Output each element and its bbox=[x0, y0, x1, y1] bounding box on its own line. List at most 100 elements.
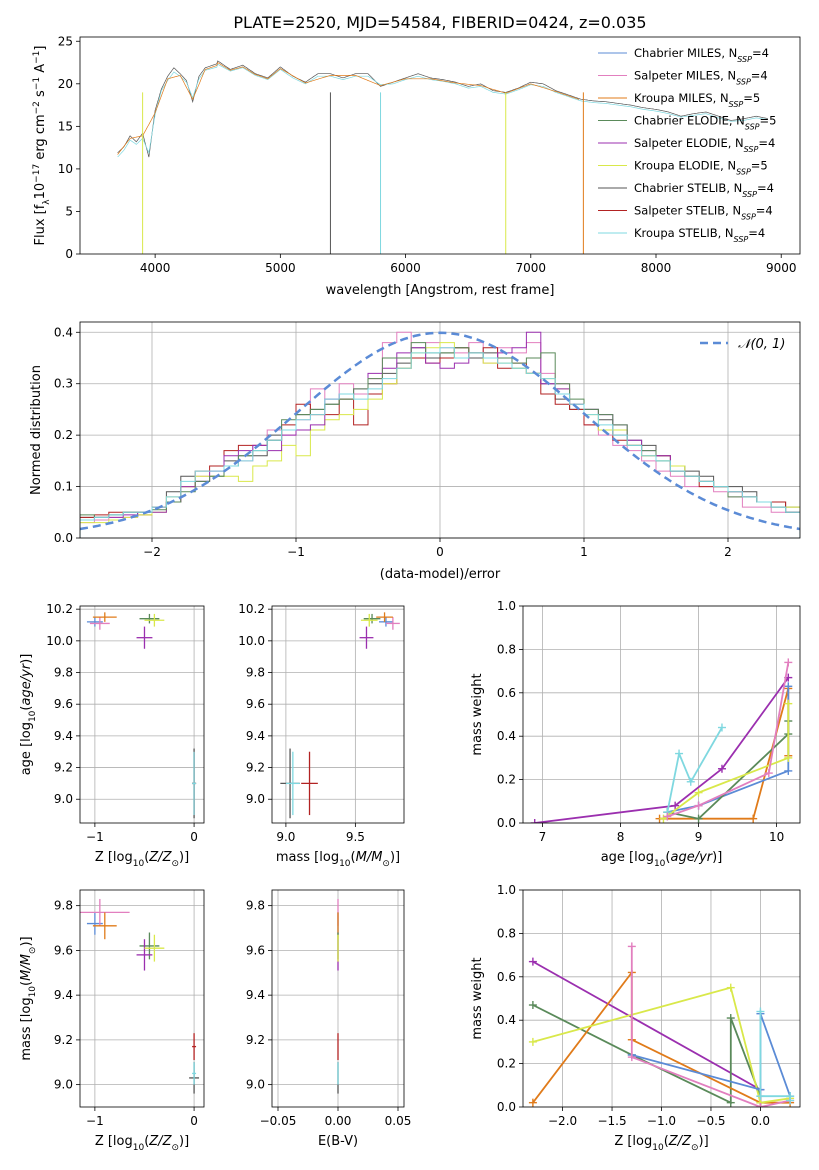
x-tick-label: 7000 bbox=[516, 261, 547, 275]
y-axis-label: Normed distribution bbox=[29, 365, 44, 495]
errorbar-point-salpeter-elodie bbox=[136, 626, 153, 649]
legend: Chabrier MILES, NSSP=4 Salpeter MILES, NS… bbox=[598, 46, 776, 244]
errorbar-point-salpeter-miles bbox=[80, 898, 130, 926]
axes-frame bbox=[79, 889, 205, 1108]
weight-series-chabrier-elodie bbox=[528, 1001, 765, 1107]
y-tick-label: 5 bbox=[65, 204, 73, 218]
y-tick-label: 10.2 bbox=[238, 602, 265, 616]
y-tick-label: 9.4 bbox=[246, 729, 265, 743]
y-tick-label: 9.0 bbox=[246, 792, 265, 806]
plot-area bbox=[280, 612, 400, 819]
y-tick-label: 0.2 bbox=[497, 1057, 516, 1071]
x-axis-label: wavelength [Angstrom, rest frame] bbox=[326, 283, 555, 298]
x-axis-label: (data-model)/error bbox=[380, 567, 501, 582]
y-tick-label: 0.6 bbox=[497, 686, 516, 700]
axes-frame bbox=[79, 321, 801, 539]
x-tick-label: 0 bbox=[190, 1114, 198, 1128]
axes-mass-vs-EBV: −0.05 0.00 0.05 9.0 9.2 9.4 9.6 9.8 E(B-V) bbox=[246, 889, 411, 1149]
weight-line bbox=[666, 727, 723, 813]
legend-label: Chabrier STELIB, NSSP=4 bbox=[634, 181, 774, 199]
errorbar-point-kroupa-elodie bbox=[144, 613, 165, 627]
y-axis-label: age [log10(age/yr)] bbox=[19, 654, 38, 776]
y-tick-label: 9.4 bbox=[54, 988, 73, 1002]
figure-title: PLATE=2520, MJD=54584, FIBERID=0424, z=0… bbox=[233, 13, 646, 32]
y-tick-label: 9.2 bbox=[54, 1033, 73, 1047]
x-tick-label: 9000 bbox=[766, 261, 797, 275]
x-tick-label: 9.5 bbox=[346, 830, 365, 844]
axes-frame bbox=[271, 889, 405, 1108]
legend-label: Chabrier MILES, NSSP=4 bbox=[634, 46, 769, 64]
x-axis-label: Z [log10(Z/Z⊙)] bbox=[95, 1134, 189, 1153]
plot-area bbox=[117, 60, 768, 254]
x-axis-label: age [log10(age/yr)] bbox=[601, 850, 723, 869]
weight-line bbox=[662, 703, 790, 820]
x-axis-label: Z [log10(Z/Z⊙)] bbox=[614, 1134, 708, 1153]
y-tick-label: 15 bbox=[58, 119, 73, 133]
y-tick-label: 9.2 bbox=[54, 761, 73, 775]
x-axis-label: Z [log10(Z/Z⊙)] bbox=[95, 850, 189, 869]
plot-area bbox=[86, 612, 197, 819]
axes-frame bbox=[522, 605, 801, 824]
x-tick-label: −1 bbox=[86, 1114, 104, 1128]
weight-line bbox=[667, 662, 790, 818]
x-tick-label: 6000 bbox=[390, 261, 421, 275]
y-tick-label: 0.4 bbox=[497, 1013, 516, 1027]
axes-weight-vs-Z: −2.0 −1.5 −1.0 −0.5 0.0 0.0 0.2 0.4 0.6 0.8 1.0 Z [… bbox=[470, 883, 801, 1153]
weight-series-salpeter-elodie bbox=[530, 673, 793, 823]
axes-frame bbox=[271, 605, 405, 824]
axes-residuals: −2 −1 0 1 2 0.0 0.1 0.2 0.3 0.4 (data-model)/error… bbox=[29, 321, 801, 582]
x-tick-label: 1 bbox=[580, 545, 588, 559]
y-tick-label: 9.8 bbox=[246, 899, 265, 913]
errorbar-point-chabrier-miles bbox=[378, 617, 393, 627]
plot-area bbox=[530, 658, 793, 823]
y-tick-label: 9.8 bbox=[246, 666, 265, 680]
weight-series-chabrier-elodie bbox=[663, 717, 793, 823]
y-tick-label: 9.2 bbox=[246, 1033, 265, 1047]
y-tick-label: 0.2 bbox=[497, 773, 516, 787]
spectrum-kroupa-miles bbox=[117, 62, 580, 155]
errorbar-point-kroupa-stelib bbox=[192, 751, 197, 816]
x-tick-label: 7 bbox=[539, 830, 547, 844]
x-tick-label: 8 bbox=[617, 830, 625, 844]
weight-series-kroupa-stelib bbox=[756, 1007, 795, 1105]
legend-label: Salpeter MILES, NSSP=4 bbox=[634, 69, 768, 87]
errorbar-point-chabrier-elodie bbox=[139, 613, 160, 624]
errorbar-point-salpeter-elodie bbox=[359, 626, 374, 649]
axes-age-vs-Z: −1 0 9.0 9.2 9.4 9.6 9.8 10.0 10.2 Z [log10(Z/Z⊙)… bbox=[19, 602, 205, 869]
weight-line bbox=[532, 1004, 762, 1105]
weight-line bbox=[667, 686, 790, 813]
axes-frame bbox=[79, 36, 801, 255]
weight-series-kroupa-stelib bbox=[663, 723, 726, 817]
legend-label: Kroupa ELODIE, NSSP=5 bbox=[634, 159, 768, 177]
x-tick-label: −2 bbox=[143, 545, 161, 559]
errorbar-point-kroupa-stelib bbox=[192, 1062, 197, 1085]
legend-label: Salpeter STELIB, NSSP=4 bbox=[634, 204, 773, 222]
weight-series-salpeter-miles bbox=[663, 658, 793, 821]
errorbar-point-salpeter-stelib bbox=[301, 751, 318, 816]
x-tick-label: 10 bbox=[769, 830, 784, 844]
x-tick-label: −0.05 bbox=[260, 1114, 297, 1128]
y-tick-label: 9.6 bbox=[246, 697, 265, 711]
x-tick-label: 4000 bbox=[140, 261, 171, 275]
x-axis-label: mass [log10(M/M⊙)] bbox=[276, 850, 400, 869]
legend-label: Salpeter ELODIE, NSSP=4 bbox=[634, 136, 775, 154]
y-tick-label: 9.4 bbox=[54, 729, 73, 743]
y-tick-label: 20 bbox=[58, 77, 73, 91]
y-tick-label: 10.0 bbox=[238, 634, 265, 648]
y-tick-label: 9.8 bbox=[54, 899, 73, 913]
y-tick-label: 9.8 bbox=[54, 666, 73, 680]
y-tick-label: 0.2 bbox=[54, 428, 73, 442]
y-tick-label: 0.0 bbox=[54, 531, 73, 545]
y-axis-label: mass weight bbox=[470, 673, 485, 755]
y-tick-label: 0.0 bbox=[497, 816, 516, 830]
y-tick-label: 0.1 bbox=[54, 480, 73, 494]
y-tick-label: 9.4 bbox=[246, 988, 265, 1002]
y-tick-label: 0.6 bbox=[497, 970, 516, 984]
x-tick-label: 5000 bbox=[265, 261, 296, 275]
histogram-kroupa-stelib bbox=[80, 347, 800, 538]
x-tick-label: −1.5 bbox=[597, 1114, 626, 1128]
legend-label: Chabrier ELODIE, NSSP=5 bbox=[634, 114, 776, 132]
y-tick-label: 9.0 bbox=[246, 1078, 265, 1092]
x-tick-label: 2 bbox=[724, 545, 732, 559]
x-tick-label: −1 bbox=[287, 545, 305, 559]
